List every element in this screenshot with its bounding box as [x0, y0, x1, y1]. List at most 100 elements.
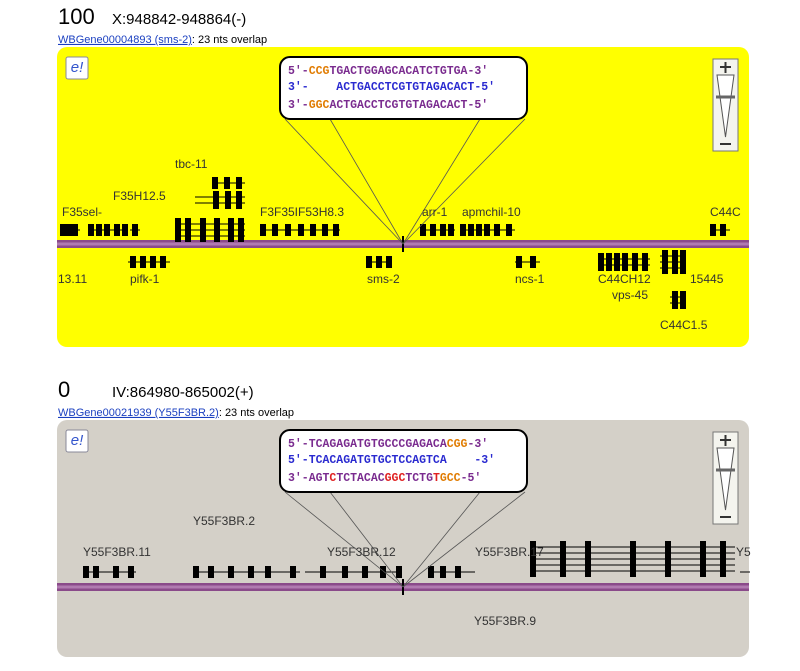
gene-exon [160, 256, 166, 268]
gene-label: Y55F3BR.11 [83, 545, 151, 559]
gene-exon [700, 565, 706, 577]
gene-exon [322, 224, 328, 236]
gene-exon [665, 565, 671, 577]
gene-exon [494, 224, 500, 236]
gene-label: C44C1.5 [660, 318, 708, 332]
ensembl-icon[interactable] [65, 56, 89, 80]
gene-exon [420, 224, 426, 236]
gene-exon [208, 566, 214, 578]
gene-exon [506, 224, 512, 236]
overlap-text: : 23 nts overlap [219, 407, 294, 419]
gene-exon [132, 224, 138, 236]
callout-line [284, 118, 404, 245]
gene-label: Y5 [736, 545, 751, 559]
gene-label: Y55F3BR.2 [193, 514, 255, 528]
gene-label: C44C [710, 205, 741, 219]
gene-exon [440, 566, 446, 578]
panel: 100 X:948842-948864(-) WBGene00004893 (sms… [57, 4, 749, 347]
gene-exon [460, 224, 466, 236]
track-panel [57, 47, 749, 347]
gene-label: F3F35IF53H8.3 [260, 205, 344, 219]
callout-line [402, 491, 526, 588]
sequence-segment: ACTGACCTCGTGTAGACACT-5' [329, 99, 488, 112]
gene-label: tbc-11 [175, 157, 208, 171]
gene-exon [185, 230, 191, 242]
sequence-segment: -3' [467, 438, 488, 451]
sequence-segment: C [329, 472, 336, 485]
gene-exon [662, 262, 668, 274]
gene-exon [622, 259, 628, 271]
sequence-line: 3'-GGCACTGACCTCGTGTAGACACT-5' [288, 99, 488, 112]
gene-exon [88, 224, 94, 236]
sequence-box [279, 56, 528, 120]
ensembl-icon[interactable] [65, 429, 89, 453]
zoom-slider [716, 74, 735, 138]
icon-glyph: e! [71, 432, 84, 449]
gene-exon [342, 566, 348, 578]
sequence-segment: GGC [385, 472, 406, 485]
score: 0 [58, 377, 70, 402]
gene-label: sms-2 [367, 272, 400, 286]
gene-exon [710, 224, 716, 236]
gene-exon [214, 230, 220, 242]
gene-exon [122, 224, 128, 236]
gene-exon [310, 224, 316, 236]
gene-label: Y55F3BR.9 [474, 614, 536, 628]
gene-exon [72, 224, 78, 236]
callout-line [329, 118, 404, 245]
sequence-line: 3'-AGTCTCTACACGGCTCTGTGCC-5' [288, 472, 481, 485]
gene-exon [468, 224, 474, 236]
gene-exon [265, 566, 271, 578]
gene-exon [272, 224, 278, 236]
gene-exon [430, 224, 436, 236]
gene-link[interactable]: WBGene00021939 (Y55F3BR.2) [58, 407, 219, 419]
gene-exon [396, 566, 402, 578]
gene-exon [83, 566, 89, 578]
gene-label: arr-1 [422, 205, 448, 219]
sequence-segment: T [433, 472, 440, 485]
gene-label: C44CH12 [598, 272, 651, 286]
gene-exon [114, 224, 120, 236]
track-panel [57, 420, 749, 657]
gene-exon [380, 566, 386, 578]
gene-exon [260, 224, 266, 236]
sequence-segment: CGG [447, 438, 468, 451]
gene-exon [428, 566, 434, 578]
gene-exon [285, 224, 291, 236]
gene-exon [632, 259, 638, 271]
gene-exon [585, 565, 591, 577]
gene-link[interactable]: WBGene00004893 (sms-2) [58, 34, 192, 46]
gene-exon [448, 224, 454, 236]
gene-exon [236, 177, 242, 189]
callout-line [329, 491, 404, 588]
zoom-in[interactable] [720, 435, 731, 446]
sequence-line: 3'- ACTGACCTCGTGTAGACACT-5' [288, 81, 495, 94]
gene-exon [630, 565, 636, 577]
gene-exon [93, 566, 99, 578]
gene-exon [298, 224, 304, 236]
gene-exon [150, 256, 156, 268]
gene-exon [484, 224, 490, 236]
zoom-slider [716, 447, 735, 511]
gene-exon [672, 297, 678, 309]
gene-exon [362, 566, 368, 578]
gene-exon [366, 256, 372, 268]
gene-exon [228, 230, 234, 242]
zoom-in[interactable] [720, 62, 731, 73]
gene-exon [320, 566, 326, 578]
sequence-segment: TCTG [405, 472, 433, 485]
gene-exon [720, 224, 726, 236]
gene-exon [642, 259, 648, 271]
gene-exon [530, 256, 536, 268]
sequence-segment: GGC [309, 99, 330, 112]
gene-exon [560, 565, 566, 577]
sequence-segment: CCG [309, 65, 330, 78]
gene-exon [66, 224, 72, 236]
gene-exon [175, 230, 181, 242]
sequence-segment: GCC [440, 472, 461, 485]
gene-exon [606, 259, 612, 271]
score: 100 [58, 4, 95, 29]
callout-line [402, 118, 481, 245]
sequence-segment: 3'-AGT [288, 472, 330, 485]
sequence-segment: 5'-TCACAGATGTGCTCCAGTCA -3' [288, 454, 495, 467]
